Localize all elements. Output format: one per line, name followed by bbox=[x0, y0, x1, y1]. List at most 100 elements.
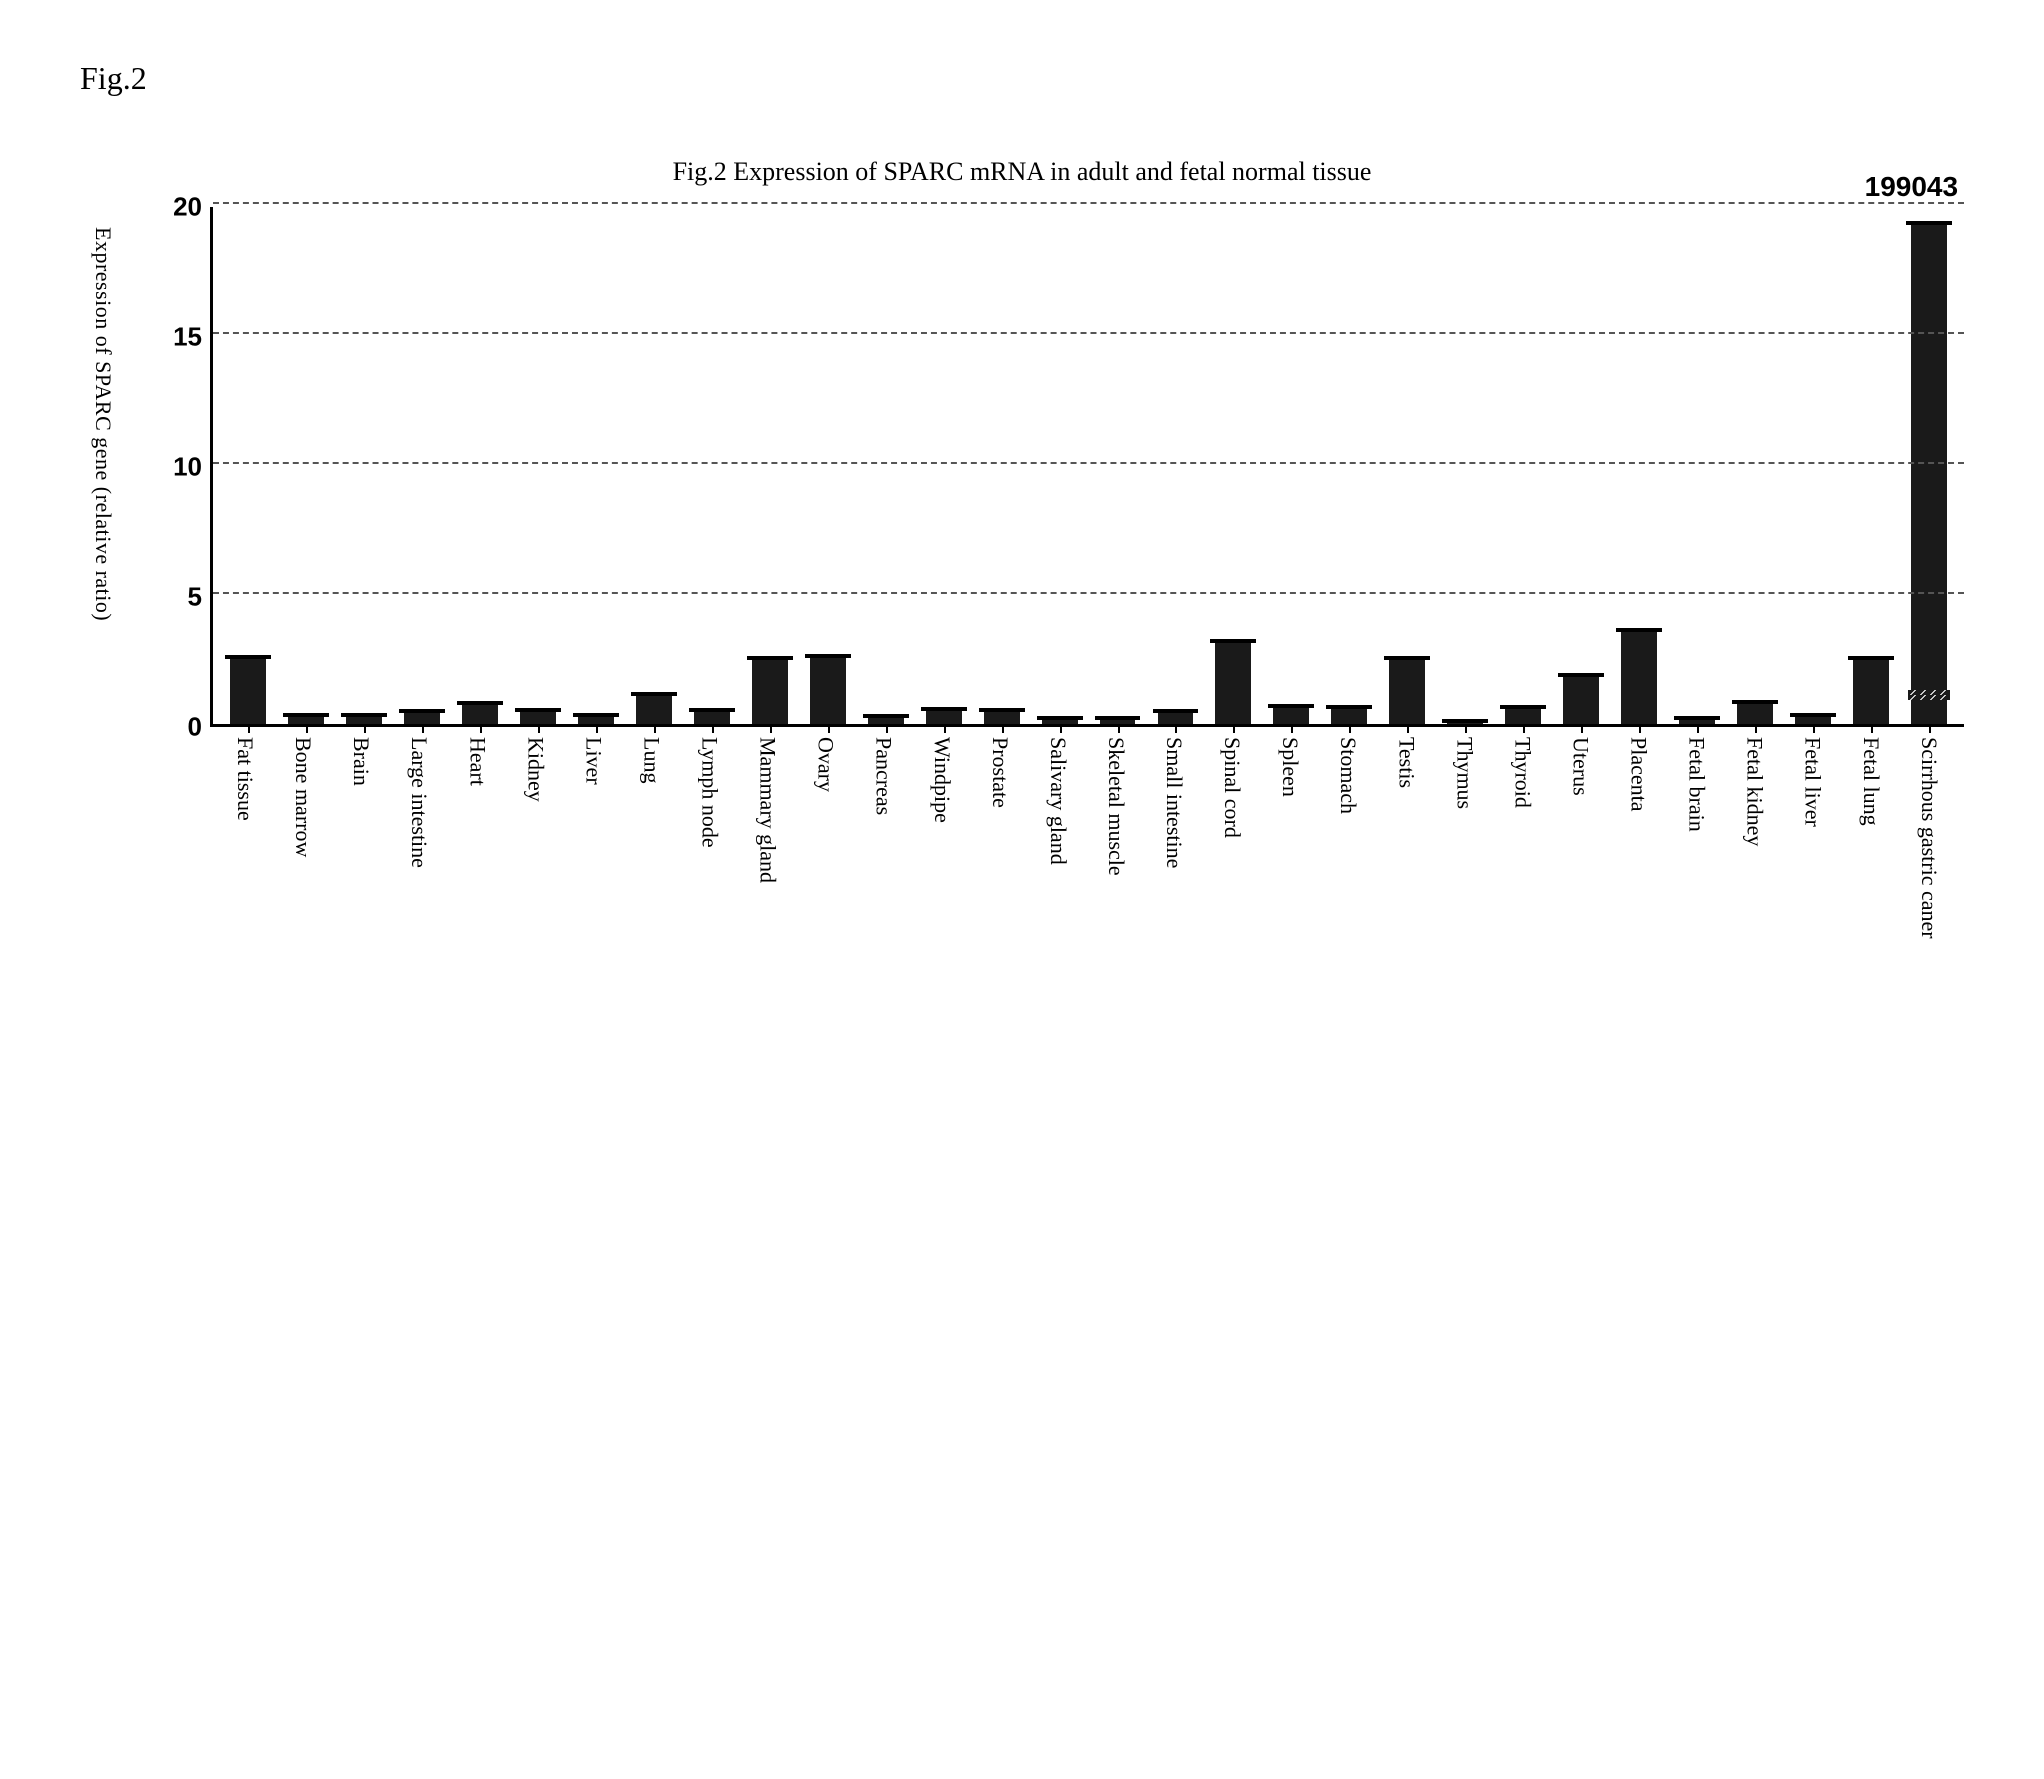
bar-slot bbox=[509, 207, 567, 724]
error-cap bbox=[457, 701, 503, 705]
bars-container: 199043 bbox=[213, 207, 1964, 724]
bar bbox=[752, 658, 788, 724]
bar bbox=[1795, 715, 1831, 724]
x-label-slot: Heart bbox=[448, 737, 506, 939]
x-tick bbox=[1118, 724, 1120, 733]
x-label: Lymph node bbox=[697, 737, 723, 939]
x-label: Spinal cord bbox=[1219, 737, 1245, 939]
x-label: Kidney bbox=[522, 737, 548, 939]
x-tick bbox=[654, 724, 656, 733]
y-tick-label: 15 bbox=[173, 322, 202, 353]
chart-title: Fig.2 Expression of SPARC mRNA in adult … bbox=[80, 157, 1964, 187]
bar bbox=[1158, 711, 1194, 724]
bar-slot bbox=[1494, 207, 1552, 724]
x-tick bbox=[422, 724, 424, 733]
x-label-slot: Small intestine bbox=[1145, 737, 1203, 939]
x-tick bbox=[770, 724, 772, 733]
x-label: Uterus bbox=[1567, 737, 1593, 939]
x-tick bbox=[1581, 724, 1583, 733]
bar bbox=[1273, 706, 1309, 724]
x-label: Large intestine bbox=[406, 737, 432, 939]
x-label-slot: Scirrhous gastric caner bbox=[1900, 737, 1958, 939]
x-label: Fetal brain bbox=[1684, 737, 1710, 939]
y-axis-label: Expression of SPARC gene (relative ratio… bbox=[90, 227, 116, 621]
y-ticks: 05101520 bbox=[140, 207, 210, 727]
x-tick bbox=[1407, 724, 1409, 733]
error-cap bbox=[1326, 705, 1372, 709]
bar bbox=[230, 657, 266, 724]
error-cap bbox=[283, 713, 329, 717]
bar bbox=[1505, 707, 1541, 724]
x-tick bbox=[480, 724, 482, 733]
error-cap bbox=[225, 655, 271, 659]
bar bbox=[462, 703, 498, 724]
x-label: Pancreas bbox=[871, 737, 897, 939]
bar-slot bbox=[1262, 207, 1320, 724]
bar bbox=[1563, 675, 1599, 724]
bar-slot bbox=[219, 207, 277, 724]
y-tick-label: 5 bbox=[188, 582, 202, 613]
bar-slot bbox=[683, 207, 741, 724]
x-label: Brain bbox=[348, 737, 374, 939]
x-label-slot: Mammary gland bbox=[739, 737, 797, 939]
x-label: Scirrhous gastric caner bbox=[1916, 737, 1942, 939]
bar bbox=[404, 711, 440, 724]
x-label-slot: Lymph node bbox=[681, 737, 739, 939]
error-cap bbox=[515, 708, 561, 712]
x-label-slot: Spleen bbox=[1261, 737, 1319, 939]
error-cap bbox=[1674, 716, 1720, 720]
x-tick bbox=[1349, 724, 1351, 733]
bar bbox=[520, 710, 556, 724]
bar-slot bbox=[567, 207, 625, 724]
error-cap bbox=[689, 708, 735, 712]
bar-slot bbox=[1668, 207, 1726, 724]
error-cap bbox=[1442, 719, 1488, 723]
x-tick bbox=[1465, 724, 1467, 733]
bar-slot bbox=[1320, 207, 1378, 724]
chart-container: Expression of SPARC gene (relative ratio… bbox=[80, 207, 1964, 939]
x-label: Liver bbox=[580, 737, 606, 939]
bar-slot bbox=[1089, 207, 1147, 724]
error-cap bbox=[805, 654, 851, 658]
error-cap bbox=[1500, 705, 1546, 709]
bar bbox=[636, 694, 672, 724]
x-label: Testis bbox=[1393, 737, 1419, 939]
x-label-slot: Lung bbox=[622, 737, 680, 939]
bar-slot bbox=[1147, 207, 1205, 724]
x-label: Heart bbox=[464, 737, 490, 939]
bar-slot bbox=[1842, 207, 1900, 724]
gridline bbox=[213, 592, 1964, 594]
x-tick bbox=[1175, 724, 1177, 733]
x-label: Fetal kidney bbox=[1742, 737, 1768, 939]
bar-slot bbox=[1031, 207, 1089, 724]
x-tick bbox=[1002, 724, 1004, 733]
gridline bbox=[213, 462, 1964, 464]
x-label-slot: Fetal kidney bbox=[1726, 737, 1784, 939]
bar-slot bbox=[393, 207, 451, 724]
x-tick bbox=[1871, 724, 1873, 733]
error-cap bbox=[1558, 673, 1604, 677]
y-tick-label: 0 bbox=[188, 712, 202, 743]
x-label: Salivary gland bbox=[1045, 737, 1071, 939]
x-tick bbox=[1291, 724, 1293, 733]
plot-area: 199043 bbox=[210, 207, 1964, 727]
x-label-slot: Fetal lung bbox=[1842, 737, 1900, 939]
bar-slot bbox=[1784, 207, 1842, 724]
x-label: Placenta bbox=[1626, 737, 1652, 939]
bar bbox=[1621, 630, 1657, 724]
bar bbox=[346, 715, 382, 724]
x-label: Fat tissue bbox=[232, 737, 258, 939]
x-label-slot: Fetal brain bbox=[1668, 737, 1726, 939]
error-cap bbox=[1790, 713, 1836, 717]
bar bbox=[694, 710, 730, 724]
x-label: Bone marrow bbox=[290, 737, 316, 939]
bar-slot bbox=[741, 207, 799, 724]
bar-slot bbox=[625, 207, 683, 724]
x-label-slot: Fat tissue bbox=[216, 737, 274, 939]
x-tick bbox=[306, 724, 308, 733]
x-label-slot: Placenta bbox=[1610, 737, 1668, 939]
bar bbox=[984, 710, 1020, 724]
x-label: Prostate bbox=[987, 737, 1013, 939]
bar bbox=[810, 656, 846, 725]
error-cap bbox=[573, 713, 619, 717]
